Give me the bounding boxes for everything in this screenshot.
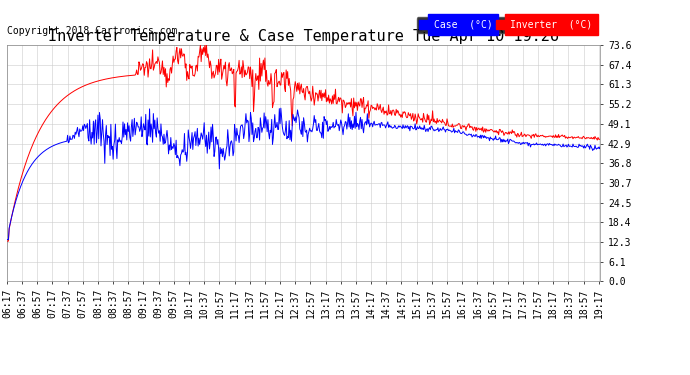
Legend: Case  (°C), Inverter  (°C): Case (°C), Inverter (°C) <box>417 17 595 33</box>
Text: Copyright 2018 Cartronics.com: Copyright 2018 Cartronics.com <box>7 26 177 36</box>
Title: Inverter Temperature & Case Temperature Tue Apr 10 19:26: Inverter Temperature & Case Temperature … <box>48 29 559 44</box>
